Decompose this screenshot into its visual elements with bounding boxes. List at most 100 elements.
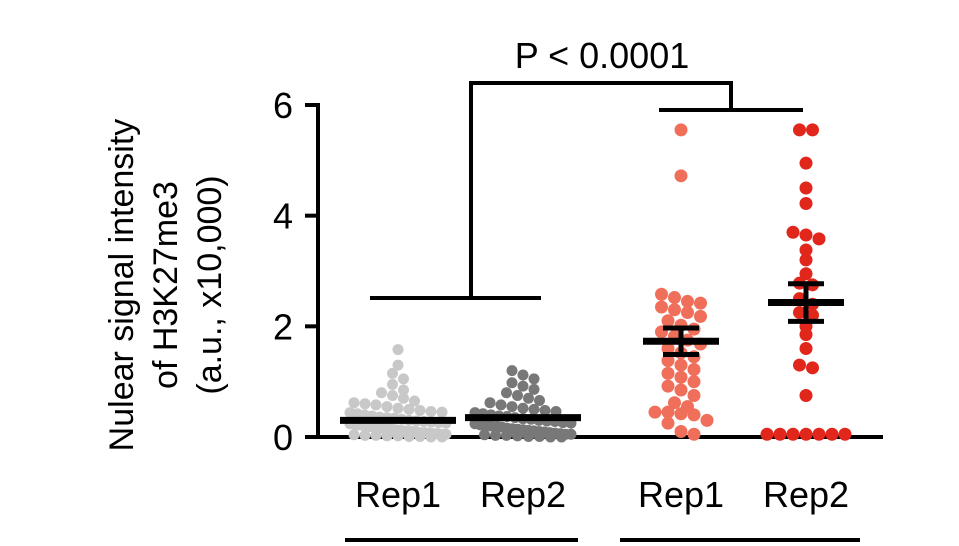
data-point bbox=[674, 169, 688, 183]
data-point bbox=[838, 427, 852, 441]
data-point bbox=[694, 309, 707, 323]
data-point bbox=[528, 383, 540, 395]
data-point bbox=[799, 389, 813, 402]
data-point bbox=[392, 402, 404, 414]
data-point bbox=[681, 306, 694, 319]
data-point bbox=[376, 387, 387, 399]
y-tick-label-6: 6 bbox=[273, 85, 293, 126]
data-point bbox=[786, 427, 800, 441]
data-point bbox=[425, 406, 437, 418]
data-point bbox=[687, 389, 701, 402]
data-point bbox=[674, 123, 688, 137]
data-point bbox=[409, 395, 420, 407]
data-point bbox=[648, 405, 662, 419]
data-point bbox=[799, 253, 813, 267]
data-point bbox=[534, 430, 545, 442]
data-point bbox=[799, 427, 813, 441]
data-point bbox=[661, 366, 675, 380]
data-point bbox=[387, 378, 398, 390]
data-point bbox=[495, 399, 507, 411]
data-point bbox=[523, 430, 534, 442]
data-point bbox=[539, 404, 551, 416]
data-point bbox=[687, 427, 701, 441]
data-point bbox=[545, 431, 556, 443]
mean-sem-bars bbox=[340, 281, 844, 424]
data-point bbox=[687, 408, 701, 422]
data-point bbox=[674, 407, 688, 421]
data-point bbox=[392, 430, 404, 442]
y-axis-title-line-1: Nulear signal intensity bbox=[103, 119, 141, 452]
data-point bbox=[806, 123, 819, 137]
data-point bbox=[392, 359, 404, 371]
data-point bbox=[381, 401, 393, 413]
data-point bbox=[414, 430, 426, 442]
data-point bbox=[398, 373, 409, 385]
data-point bbox=[661, 379, 675, 393]
data-point bbox=[490, 429, 501, 441]
data-point bbox=[484, 397, 496, 409]
data-points bbox=[344, 123, 852, 443]
data-point bbox=[501, 429, 512, 441]
category-label-3: Rep1 bbox=[638, 474, 724, 515]
data-point bbox=[674, 358, 688, 372]
data-point bbox=[694, 296, 707, 310]
y-tick-label-2: 2 bbox=[273, 306, 293, 347]
data-point bbox=[661, 341, 675, 355]
data-point bbox=[806, 361, 819, 375]
data-point bbox=[425, 431, 437, 443]
data-point bbox=[668, 396, 681, 410]
data-point bbox=[528, 403, 540, 415]
group-2-bracket bbox=[659, 83, 803, 112]
data-point bbox=[370, 429, 382, 441]
data-point bbox=[403, 430, 415, 442]
data-point bbox=[799, 328, 813, 342]
data-point bbox=[687, 362, 701, 376]
data-point bbox=[825, 427, 839, 441]
data-point bbox=[387, 367, 398, 379]
y-ticks: 0 2 4 6 bbox=[273, 85, 318, 458]
data-point bbox=[668, 291, 681, 305]
data-point bbox=[398, 384, 409, 396]
data-point bbox=[773, 427, 787, 441]
data-point bbox=[370, 399, 382, 411]
data-point bbox=[387, 390, 398, 401]
data-point bbox=[668, 303, 681, 317]
data-point bbox=[436, 406, 448, 418]
data-point bbox=[799, 228, 813, 242]
data-point bbox=[799, 181, 813, 195]
data-point bbox=[506, 377, 518, 389]
data-point bbox=[523, 392, 534, 404]
data-point bbox=[760, 427, 774, 441]
data-point bbox=[556, 431, 567, 443]
p-value-label: P < 0.0001 bbox=[515, 35, 690, 76]
data-point bbox=[661, 405, 675, 419]
data-point bbox=[812, 232, 826, 246]
data-point bbox=[381, 430, 393, 442]
data-point bbox=[348, 397, 360, 409]
data-point bbox=[661, 314, 675, 328]
data-point bbox=[786, 225, 800, 239]
data-point bbox=[359, 429, 371, 441]
y-axis-title-line-3: (a.u., x10,000) bbox=[191, 175, 229, 394]
category-label-4: Rep2 bbox=[763, 474, 849, 515]
category-label-1: Rep1 bbox=[355, 474, 441, 515]
y-tick-label-0: 0 bbox=[273, 417, 293, 458]
data-point bbox=[506, 365, 518, 377]
data-point bbox=[528, 373, 540, 385]
data-point bbox=[661, 416, 675, 430]
data-point bbox=[517, 369, 529, 381]
data-point bbox=[534, 394, 545, 406]
data-point bbox=[806, 308, 819, 322]
data-point bbox=[517, 380, 529, 392]
data-point bbox=[793, 123, 806, 137]
y-axis-title: Nulear signal intensity of H3K27me3 (a.u… bbox=[103, 119, 229, 452]
data-point bbox=[661, 354, 675, 368]
data-point bbox=[512, 430, 523, 442]
data-point bbox=[799, 196, 813, 210]
data-point bbox=[799, 267, 813, 281]
data-point bbox=[681, 294, 694, 308]
data-point bbox=[565, 428, 577, 440]
y-tick-label-4: 4 bbox=[273, 196, 293, 237]
data-point bbox=[414, 404, 426, 416]
data-point bbox=[655, 287, 668, 301]
